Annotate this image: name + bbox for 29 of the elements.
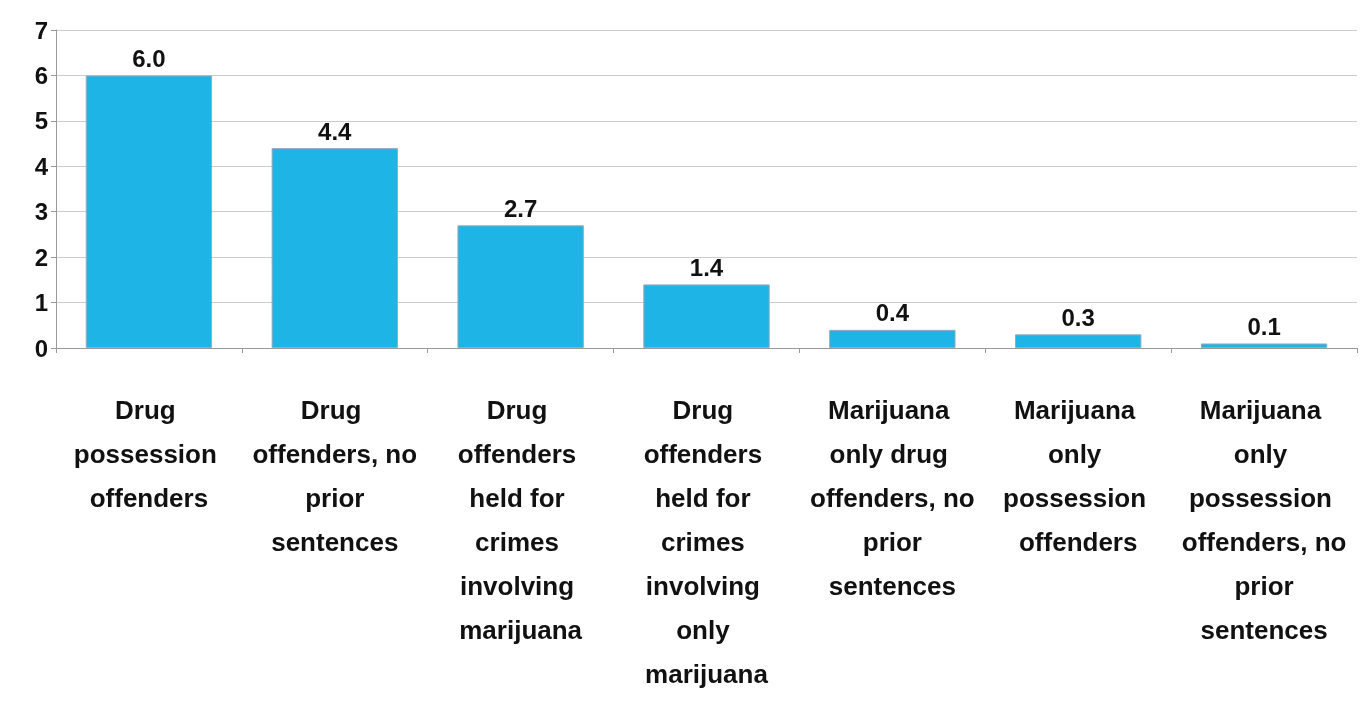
x-tick-label: Drug offenders held for crimes involving only marijuana — [643, 395, 770, 689]
bar — [1015, 334, 1142, 348]
data-label: 1.4 — [689, 253, 724, 281]
y-tick-label: 4 — [34, 152, 49, 180]
data-label: 6.0 — [132, 44, 166, 72]
data-label: 0.3 — [1061, 303, 1095, 331]
x-tick-label: Drug offenders, no prior sentences — [252, 395, 418, 557]
y-tick-label: 6 — [34, 61, 48, 89]
bar — [829, 329, 956, 348]
y-tick-label: 1 — [34, 289, 48, 317]
y-tick-label: 7 — [34, 16, 48, 44]
x-tick-label: Marijuana only possession offenders — [1003, 395, 1154, 557]
data-label: 2.7 — [503, 194, 538, 222]
bar — [457, 225, 584, 348]
bar — [85, 75, 213, 348]
x-tick-label: Marijuana only drug offenders, no prior sentences — [810, 395, 975, 601]
x-tick-label: Drug offenders held for crimes involving marijuana — [457, 395, 584, 645]
x-tick-label: Marijuana only possession offenders, no prior sentences — [1181, 395, 1347, 645]
y-tick-label: 2 — [34, 243, 48, 271]
data-label: 0.1 — [1247, 312, 1281, 340]
data-label: 0.4 — [875, 299, 910, 327]
y-tick-label: 5 — [34, 107, 48, 135]
data-label: 4.4 — [318, 117, 353, 145]
bar — [271, 148, 398, 348]
x-tick-label: Drug possession offenders — [73, 395, 225, 513]
bar — [1200, 343, 1328, 348]
y-tick-label: 3 — [34, 198, 48, 226]
y-tick-label: 0 — [34, 334, 48, 362]
bar — [643, 284, 770, 348]
